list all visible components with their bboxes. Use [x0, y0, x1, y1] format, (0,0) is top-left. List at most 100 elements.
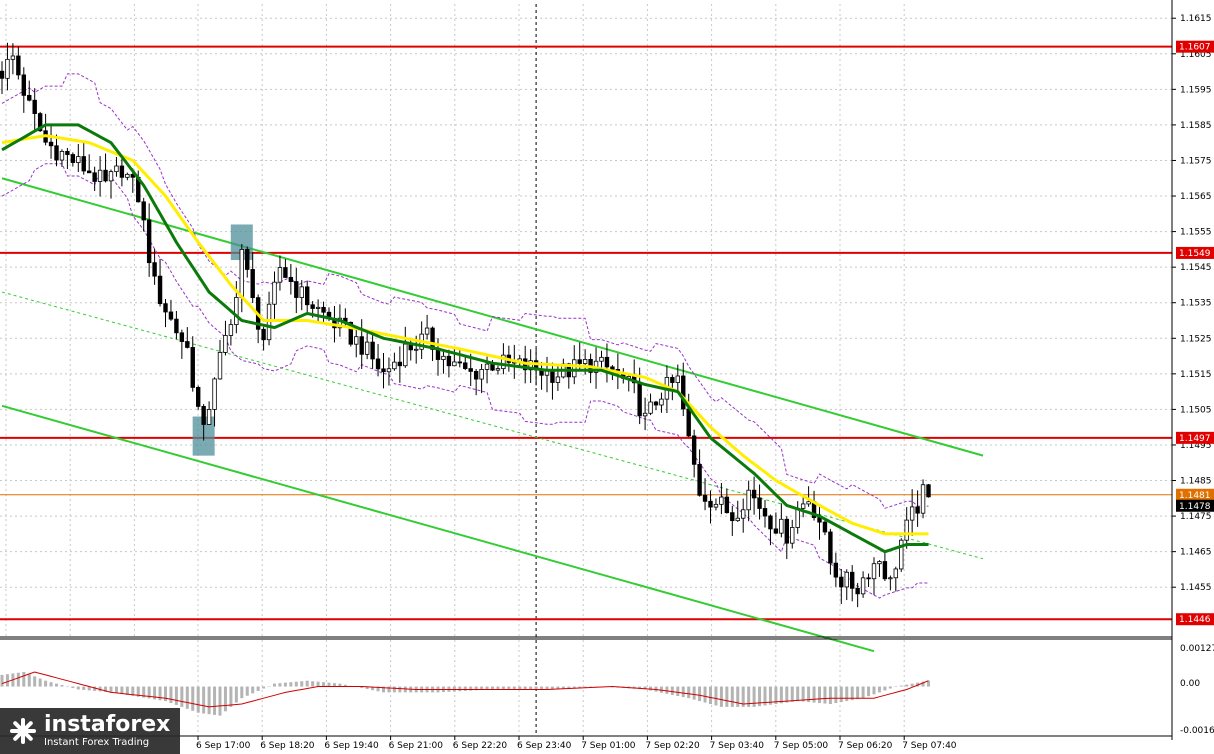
- candle-body: [48, 141, 54, 147]
- macd-histogram-bar: [289, 682, 293, 687]
- candle-body: [250, 269, 255, 299]
- macd-histogram-bar: [300, 681, 304, 687]
- candle-body: [741, 509, 746, 519]
- candle-body: [484, 363, 490, 370]
- macd-histogram-bar: [714, 686, 718, 706]
- candle: [16, 46, 21, 80]
- macd-histogram-bar: [589, 686, 593, 688]
- candle-body: [179, 332, 185, 342]
- candle: [828, 528, 833, 575]
- band-upper-line: [1, 73, 929, 509]
- moving-averages: [1, 123, 929, 554]
- candle: [909, 489, 915, 536]
- candle-body: [283, 267, 288, 278]
- macd-histogram-bar: [583, 686, 587, 688]
- macd-histogram-bar: [927, 680, 930, 687]
- macd-histogram-bar: [823, 686, 827, 704]
- candle: [866, 573, 871, 588]
- candle: [27, 80, 32, 102]
- candle: [261, 326, 266, 351]
- candle-body: [490, 363, 495, 371]
- macd-histogram-bar: [240, 686, 244, 699]
- chart-grid: [0, 4, 1172, 736]
- candle-body: [691, 435, 697, 465]
- candle-body: [70, 154, 76, 163]
- candle: [272, 271, 277, 319]
- macd-histogram-bar: [22, 672, 26, 687]
- level-price-label: 1.1446: [1179, 615, 1211, 625]
- time-tick-label: 7 Sep 07:40: [902, 741, 957, 751]
- macd-histogram-bar: [801, 686, 805, 702]
- candle: [724, 488, 730, 514]
- candle-body: [185, 341, 190, 348]
- macd-histogram-bar: [109, 686, 113, 693]
- candle: [255, 294, 261, 344]
- candle: [773, 512, 779, 534]
- candle: [43, 113, 48, 146]
- macd-histogram-bar: [327, 682, 331, 687]
- macd-histogram-bar: [376, 686, 380, 692]
- candle-body: [653, 401, 659, 406]
- macd-histogram-bar: [136, 686, 140, 697]
- candle: [397, 346, 403, 383]
- candle-body: [21, 74, 26, 96]
- time-tick-label: 6 Sep 21:00: [389, 741, 444, 751]
- candle: [392, 352, 397, 371]
- candle-body: [779, 518, 784, 534]
- macd-histogram-bar: [905, 684, 909, 687]
- macd-histogram-bar: [382, 686, 385, 693]
- macd-histogram-bar: [779, 686, 783, 704]
- candle: [223, 320, 228, 356]
- macd-histogram-bar: [703, 686, 707, 703]
- candle-body: [495, 368, 501, 371]
- price-tick-label: 1.1495: [1180, 441, 1212, 451]
- macd-histogram-bar: [387, 686, 391, 693]
- macd-signal-line: [1, 671, 929, 708]
- macd-histogram-bar: [774, 686, 778, 704]
- candle-body: [877, 561, 882, 565]
- candle: [163, 299, 168, 328]
- candle-body: [582, 359, 588, 364]
- candle-body: [681, 375, 686, 410]
- candle-body: [888, 577, 893, 580]
- candle-body: [457, 361, 462, 364]
- candle: [746, 480, 751, 522]
- candle-body: [54, 145, 59, 161]
- price-tick-label: 1.1575: [1180, 156, 1212, 166]
- candle-body: [604, 356, 610, 368]
- candle-body: [806, 501, 811, 505]
- macd-histogram-bar: [322, 682, 326, 687]
- candle: [97, 156, 103, 197]
- macd-histogram-bar: [49, 682, 53, 687]
- candle-body: [637, 382, 642, 417]
- time-tick-label: 6 Sep 17:00: [196, 741, 251, 751]
- price-tick-label: 1.1595: [1180, 85, 1212, 95]
- candle-body: [277, 267, 283, 283]
- macd-histogram-bar: [649, 686, 653, 691]
- candle: [730, 505, 735, 536]
- macd-histogram-bar: [262, 686, 266, 689]
- macd-histogram-bar: [692, 686, 696, 700]
- candle-body: [370, 341, 375, 360]
- macd-histogram-bar: [185, 686, 189, 709]
- candle: [5, 42, 10, 91]
- candle-body: [528, 360, 533, 371]
- candle-body: [223, 335, 228, 353]
- macd-histogram-bar: [120, 686, 124, 695]
- candle-body: [310, 304, 315, 309]
- candle-body: [610, 366, 615, 370]
- candle: [468, 353, 473, 387]
- macd-histogram-bar: [251, 686, 255, 694]
- candle: [920, 479, 926, 519]
- level-price-label: 1.1607: [1179, 43, 1211, 53]
- price-tick-label: 1.1485: [1180, 477, 1212, 487]
- candle: [822, 518, 828, 536]
- macd-histogram-bar: [501, 686, 505, 690]
- candle-body: [234, 297, 239, 326]
- candle: [119, 158, 125, 187]
- candle: [544, 356, 550, 393]
- candle: [702, 478, 708, 511]
- macd-histogram-bar: [725, 686, 729, 707]
- macd-histogram-bar: [665, 686, 669, 694]
- candle-body: [675, 375, 680, 383]
